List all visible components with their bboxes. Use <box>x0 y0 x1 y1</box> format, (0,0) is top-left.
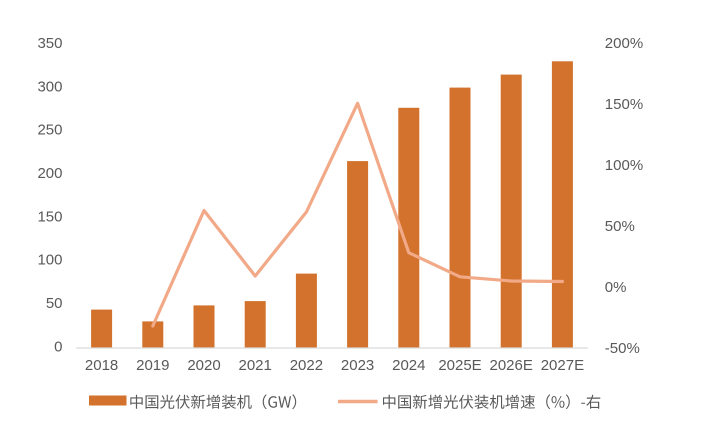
svg-text:50%: 50% <box>605 218 635 235</box>
svg-text:2027E: 2027E <box>541 357 584 374</box>
svg-text:0: 0 <box>54 338 62 355</box>
svg-text:2024: 2024 <box>392 357 425 374</box>
svg-text:0%: 0% <box>605 279 627 296</box>
svg-text:50: 50 <box>46 295 63 312</box>
svg-text:150: 150 <box>37 208 62 225</box>
svg-text:2018: 2018 <box>85 357 118 374</box>
svg-text:-50%: -50% <box>605 340 640 357</box>
svg-text:100: 100 <box>37 252 62 269</box>
svg-text:300: 300 <box>37 78 62 95</box>
svg-text:150%: 150% <box>605 96 643 113</box>
svg-text:2019: 2019 <box>136 357 169 374</box>
svg-text:200%: 200% <box>605 35 643 52</box>
svg-text:350: 350 <box>37 35 62 52</box>
svg-text:2022: 2022 <box>290 357 323 374</box>
svg-text:2026E: 2026E <box>490 357 533 374</box>
svg-text:2021: 2021 <box>239 357 272 374</box>
svg-text:2023: 2023 <box>341 357 374 374</box>
svg-text:200: 200 <box>37 165 62 182</box>
svg-text:250: 250 <box>37 122 62 139</box>
svg-text:2020: 2020 <box>187 357 220 374</box>
svg-text:100%: 100% <box>605 157 643 174</box>
svg-text:2025E: 2025E <box>438 357 481 374</box>
